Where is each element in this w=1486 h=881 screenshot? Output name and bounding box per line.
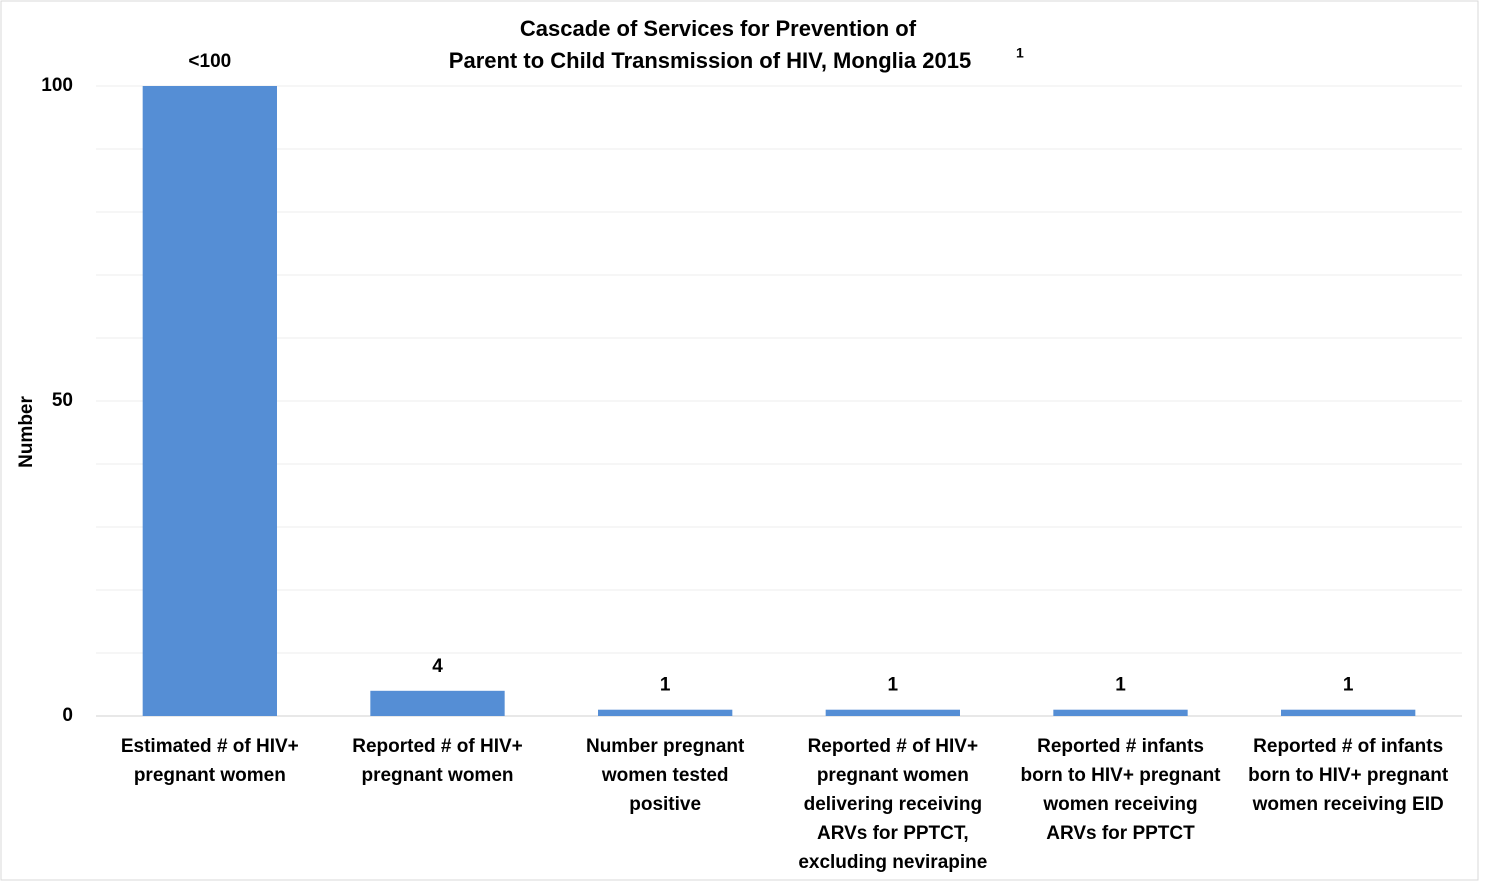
x-tick-label-line: Estimated # of HIV+ (121, 736, 299, 757)
data-label: 1 (1343, 675, 1354, 696)
data-label: 4 (432, 656, 443, 677)
x-tick-label: Reported # of infants born to HIV+ pregna… (1248, 736, 1449, 815)
data-label: 1 (888, 675, 899, 696)
x-tick-label-line: delivering receiving (804, 794, 982, 815)
x-tick-label-line: women receiving EID (1252, 794, 1444, 815)
y-axis-label: Number (16, 396, 37, 468)
x-tick-label-line: ARVs for PPTCT (1046, 823, 1195, 844)
x-tick-label: Reported # infants born to HIV+ pregnant w… (1020, 736, 1221, 844)
x-tick-label-line: Number pregnant (586, 736, 745, 757)
bar (1053, 709, 1188, 716)
x-tick-label-line: born to HIV+ pregnant (1020, 765, 1221, 786)
x-tick-label-line: women tested (601, 765, 729, 786)
x-tick-label-line: born to HIV+ pregnant (1248, 765, 1449, 786)
x-tick-label-line: positive (629, 794, 701, 815)
y-tick-label: 0 (62, 705, 73, 726)
data-label: <100 (188, 51, 231, 72)
x-tick-label-line: excluding nevirapine (798, 852, 987, 873)
x-tick-label-line: women receiving (1042, 794, 1197, 815)
bar (142, 86, 277, 716)
x-tick-label-line: pregnant women (361, 765, 513, 786)
x-tick-label: Reported # of HIV+ pregnant women deliveri… (798, 736, 987, 873)
x-tick-label-line: ARVs for PPTCT, (817, 823, 969, 844)
x-tick-label: Number pregnant women tested positive (586, 736, 745, 815)
bar (825, 709, 960, 716)
data-label: 1 (1115, 675, 1126, 696)
bar (370, 690, 505, 716)
x-tick-label: Estimated # of HIV+ pregnant women (121, 736, 299, 786)
x-tick-label-line: Reported # of HIV+ (352, 736, 523, 757)
x-tick-label-line: pregnant women (817, 765, 969, 786)
x-tick-label-line: Reported # of infants (1253, 736, 1443, 757)
bar (598, 709, 733, 716)
y-tick-label: 100 (41, 75, 73, 96)
x-tick-label-line: Reported # of HIV+ (808, 736, 979, 757)
x-tick-label-line: pregnant women (134, 765, 286, 786)
x-tick-label-line: Reported # infants (1037, 736, 1204, 757)
bar (1281, 709, 1416, 716)
chart-title: Cascade of Services for Prevention of (520, 16, 917, 41)
title-superscript: 1 (1016, 45, 1024, 61)
x-tick-label: Reported # of HIV+ pregnant women (352, 736, 523, 786)
chart-title: Parent to Child Transmission of HIV, Mon… (449, 48, 971, 73)
y-tick-label: 50 (52, 390, 73, 411)
data-label: 1 (660, 675, 671, 696)
